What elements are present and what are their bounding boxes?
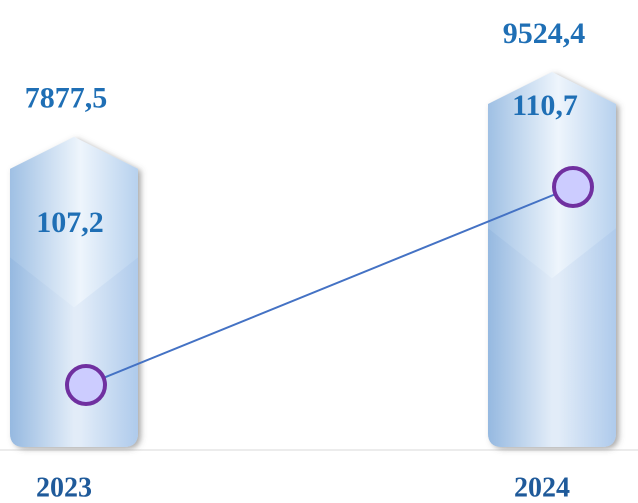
bar-band <box>10 257 138 447</box>
bar-value-label: 7877,5 <box>25 82 108 115</box>
x-tick-label: 2024 <box>514 472 570 503</box>
line-marker <box>65 364 107 406</box>
bar-band <box>488 228 616 447</box>
x-tick-label: 2023 <box>36 472 92 503</box>
line <box>85 186 574 386</box>
line-value-label: 110,7 <box>512 89 578 122</box>
bar-value-label: 9524,4 <box>503 17 586 50</box>
line-value-label: 107,2 <box>36 206 104 239</box>
line-marker <box>552 166 594 208</box>
